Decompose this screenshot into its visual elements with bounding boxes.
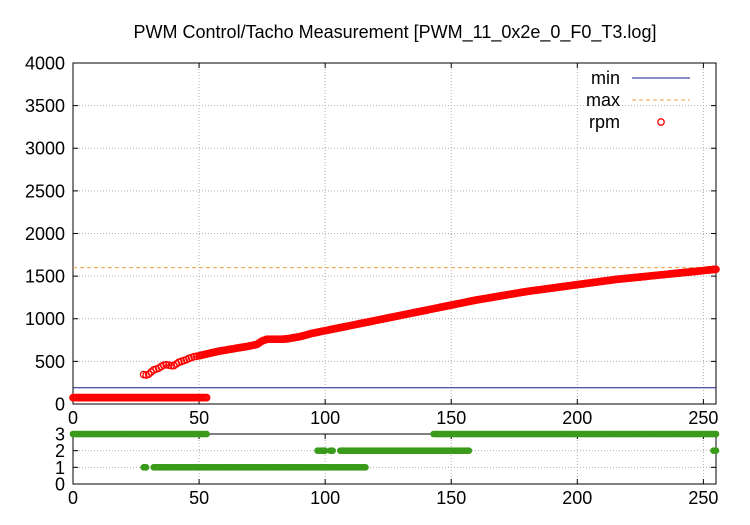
legend-item-max-label: max — [586, 90, 620, 110]
bottom-xtick-label: 50 — [189, 488, 209, 508]
top-axes: 0 50 100 150 200 2500500100015002000250030003… — [25, 53, 718, 428]
rpm-point — [167, 361, 176, 370]
top-series-lines — [73, 267, 716, 389]
rpm-series — [69, 265, 720, 402]
top-frame — [72, 62, 717, 405]
bottom-ytick-label: 3 — [55, 424, 65, 444]
top-ytick-label: 4000 — [25, 53, 65, 73]
state-point — [203, 430, 210, 438]
top-ytick-label: 1000 — [25, 309, 65, 329]
chart-title: PWM Control/Tacho Measurement [PWM_11_0x… — [134, 22, 657, 43]
top-ytick-label: 2500 — [25, 181, 65, 201]
bottom-xtick-label: 0 — [68, 488, 78, 508]
top-xtick-label: 0 — [68, 408, 78, 428]
rpm-point — [712, 265, 720, 274]
top-xtick-label: 150 — [436, 408, 466, 428]
legend-item-min-label: min — [591, 68, 620, 88]
bottom-xtick-label: 100 — [310, 488, 340, 508]
bottom-xtick-label: 200 — [562, 488, 592, 508]
top-xtick-label: 200 — [562, 408, 592, 428]
state-series — [69, 430, 720, 471]
bottom-xtick-label: 150 — [436, 488, 466, 508]
state-point — [362, 464, 369, 471]
bottom-ytick-label: 2 — [55, 441, 65, 461]
top-xtick-label: 100 — [310, 408, 340, 428]
state-point — [329, 447, 337, 454]
top-xtick-label: 50 — [189, 408, 209, 428]
state-point — [142, 464, 150, 471]
state-point — [321, 447, 329, 454]
state-point — [465, 447, 473, 454]
top-ytick-label: 1500 — [25, 267, 65, 287]
rpm-point-low — [202, 393, 211, 402]
bottom-ytick-label: 1 — [55, 458, 65, 478]
legend-item-rpm-swatch — [657, 118, 665, 126]
legend-item-rpm-label: rpm — [589, 112, 620, 132]
top-ytick-label: 0 — [55, 394, 65, 414]
top-ytick-label: 3000 — [25, 139, 65, 159]
state-point — [712, 447, 720, 454]
top-ytick-label: 2000 — [25, 224, 65, 244]
state-point — [712, 430, 720, 438]
top-ytick-label: 3500 — [25, 96, 65, 116]
bottom-xtick-label: 250 — [688, 488, 718, 508]
top-ytick-label: 500 — [35, 352, 65, 372]
top-xtick-label: 250 — [688, 408, 718, 428]
bottom-frame — [72, 433, 717, 485]
bottom-grid — [73, 434, 716, 484]
bottom-ytick-label: 0 — [55, 474, 65, 494]
